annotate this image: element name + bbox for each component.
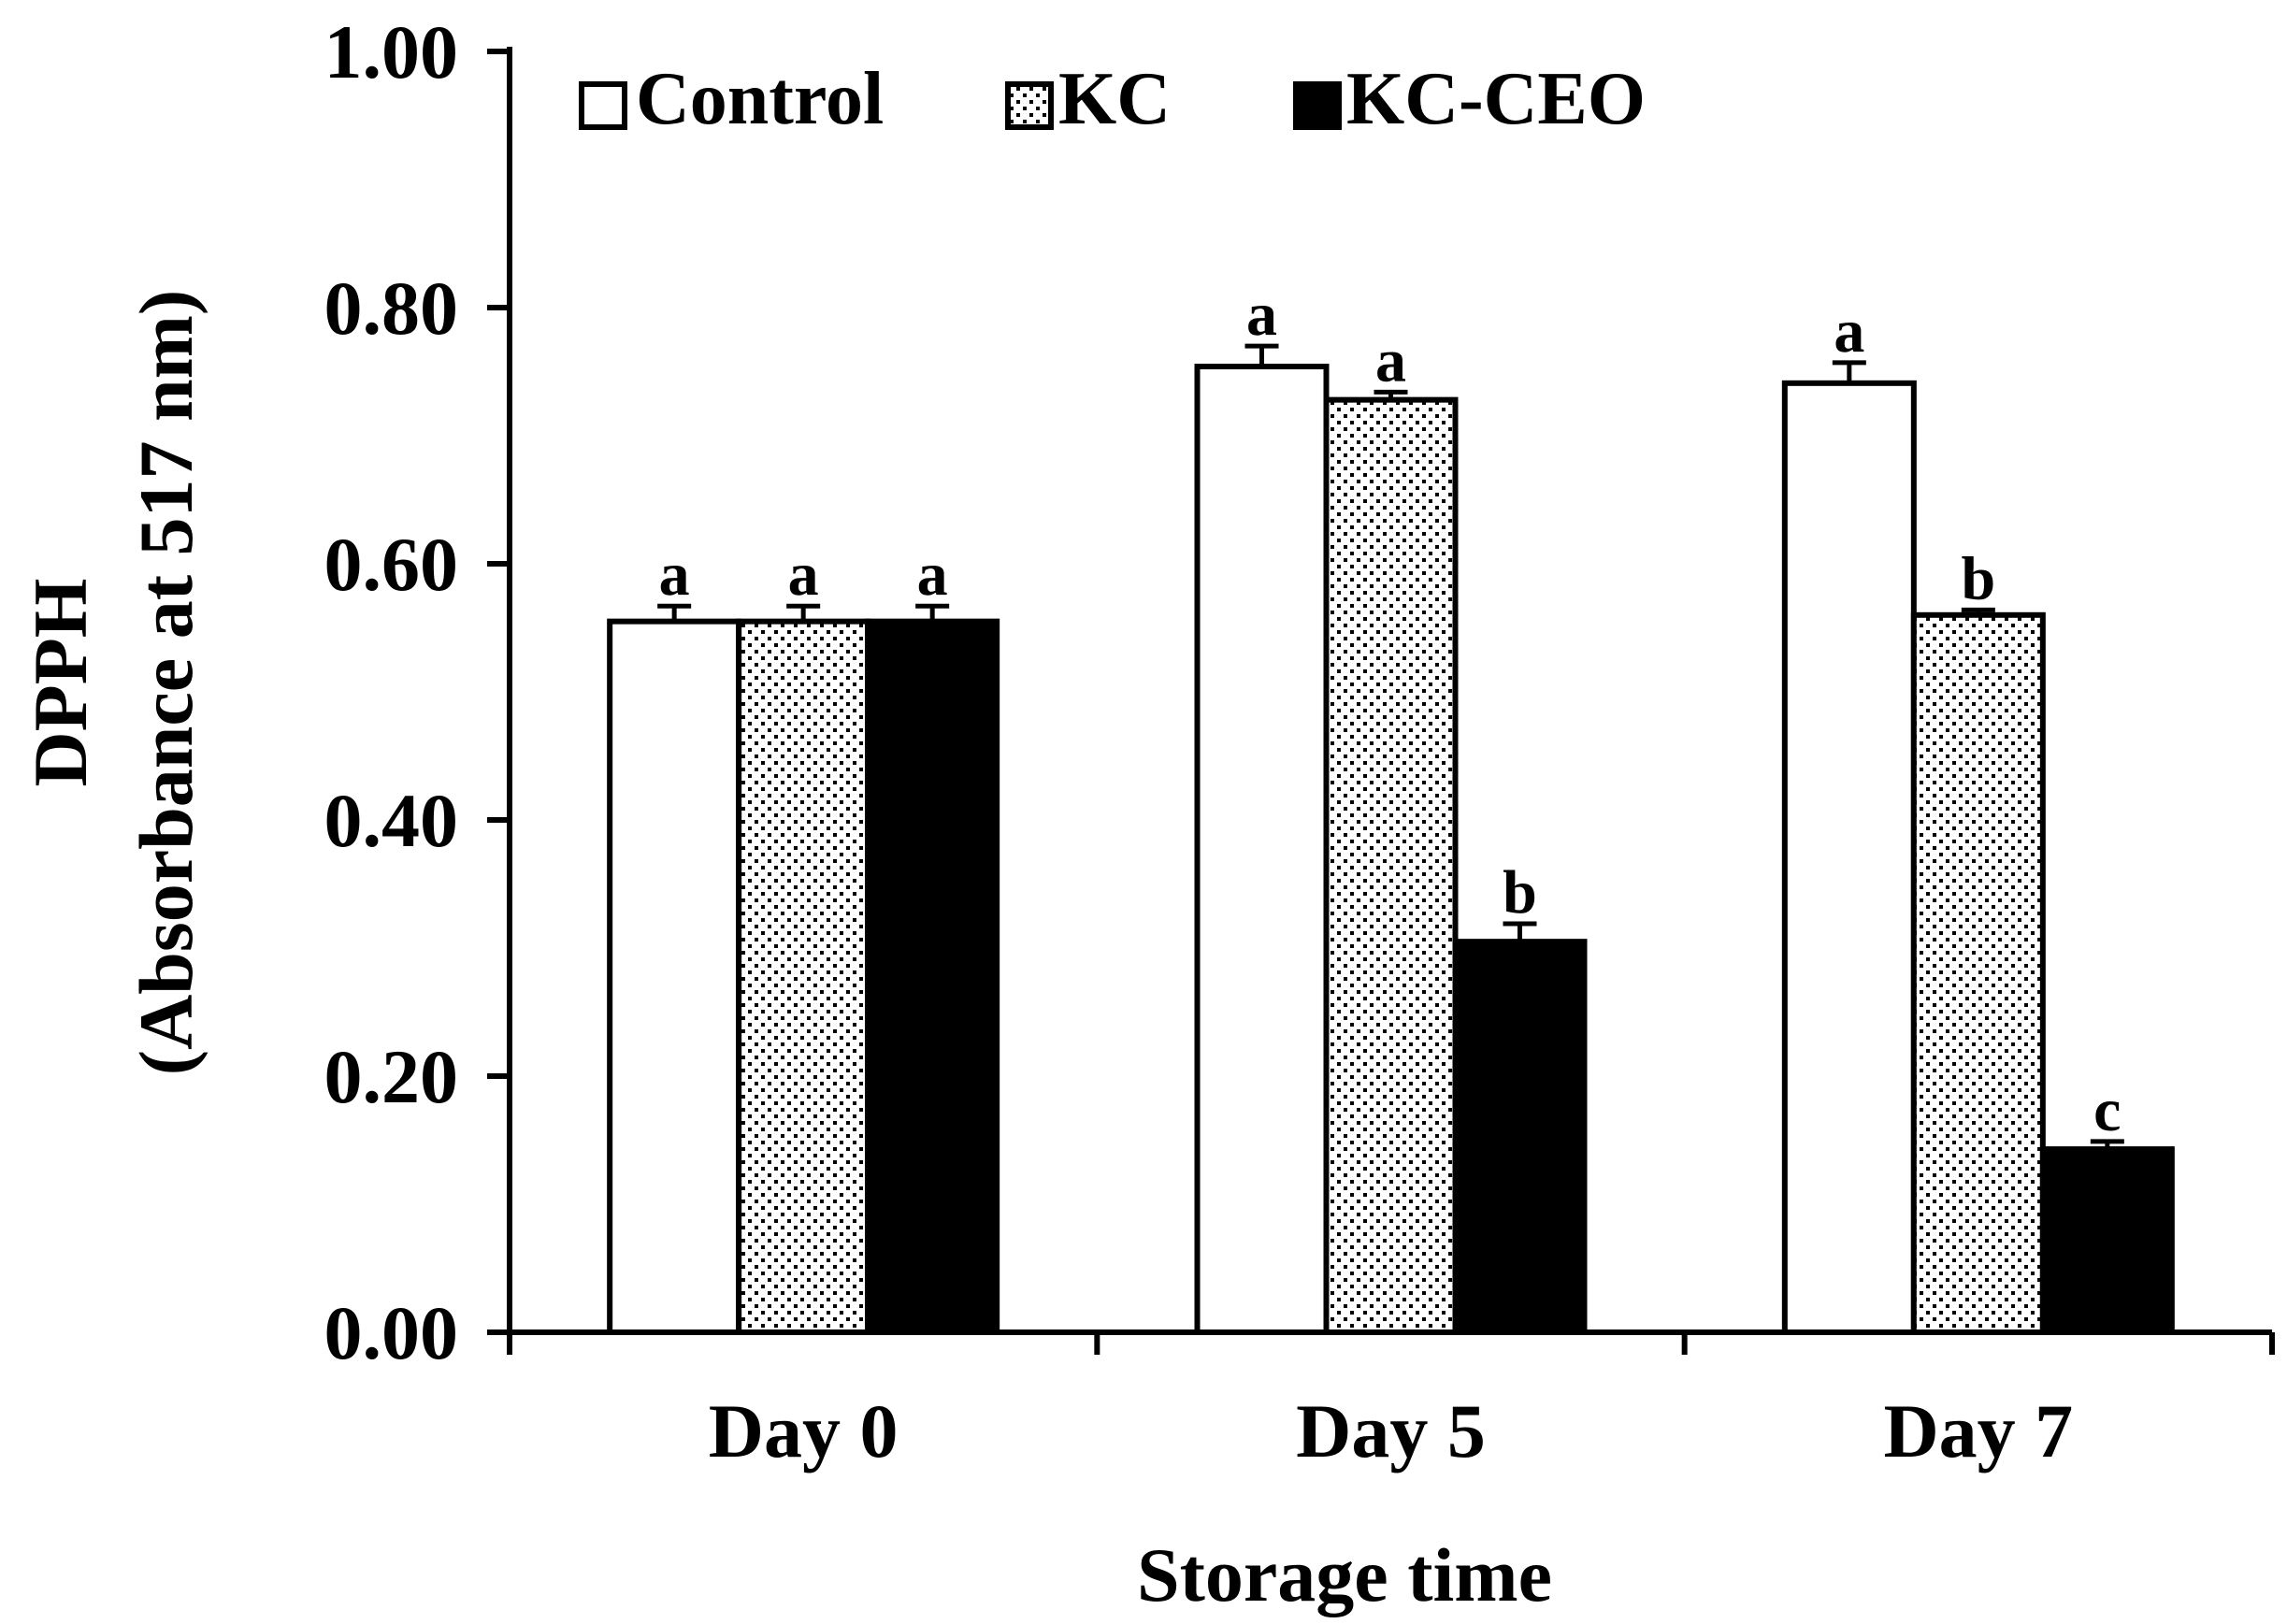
x-tick-label: Day 5 (1296, 1388, 1486, 1473)
x-axis-title: Storage time (1137, 1532, 1552, 1617)
legend-swatch-control (579, 81, 627, 130)
significance-label: a (1375, 326, 1406, 395)
y-axis-title-line2: (Absorbance at 517 nm) (123, 290, 209, 1075)
bar-kc (1910, 611, 2046, 1335)
significance-label: a (1246, 280, 1277, 349)
significance-label: a (659, 540, 690, 609)
bar-kc-ceo (865, 618, 1000, 1335)
legend-label-kc-ceo: KC-CEO (1346, 58, 1646, 140)
bar-control (1781, 380, 1917, 1335)
y-tick-label: 1.00 (324, 9, 459, 94)
significance-label: c (2093, 1076, 2121, 1144)
plot-area: 0.00 0.20 0.40 0.60 0.80 1.00 Day 0 a a a Day 5 a a b… (324, 9, 2275, 1473)
bar-kc-ceo (1452, 939, 1588, 1336)
legend-swatch-kc (1005, 81, 1054, 130)
x-tick-label: Day 7 (1883, 1388, 2073, 1473)
y-tick-label: 0.80 (324, 266, 459, 351)
significance-label: a (917, 540, 948, 609)
y-tick-label: 0.40 (324, 778, 459, 863)
x-tick-label: Day 0 (709, 1388, 899, 1473)
legend-label-control: Control (636, 58, 884, 140)
significance-label: a (788, 540, 819, 609)
y-axis-title-line1: DPPH (18, 578, 103, 786)
legend: Control KC KC-CEO (579, 58, 1646, 140)
significance-label: a (1834, 297, 1864, 366)
bar-kc-ceo (2039, 1146, 2175, 1335)
significance-label: b (1503, 858, 1537, 927)
y-tick-label: 0.60 (324, 522, 459, 607)
significance-label: b (1961, 544, 1995, 612)
bar-kc (1323, 396, 1459, 1335)
bar-control (1194, 364, 1330, 1335)
y-tick-label: 0.20 (324, 1034, 459, 1119)
y-tick-label: 0.00 (324, 1290, 459, 1375)
legend-label-kc: KC (1058, 58, 1171, 140)
bar-kc (736, 618, 871, 1335)
legend-swatch-kc-ceo (1293, 81, 1342, 130)
bar-control (607, 618, 742, 1335)
